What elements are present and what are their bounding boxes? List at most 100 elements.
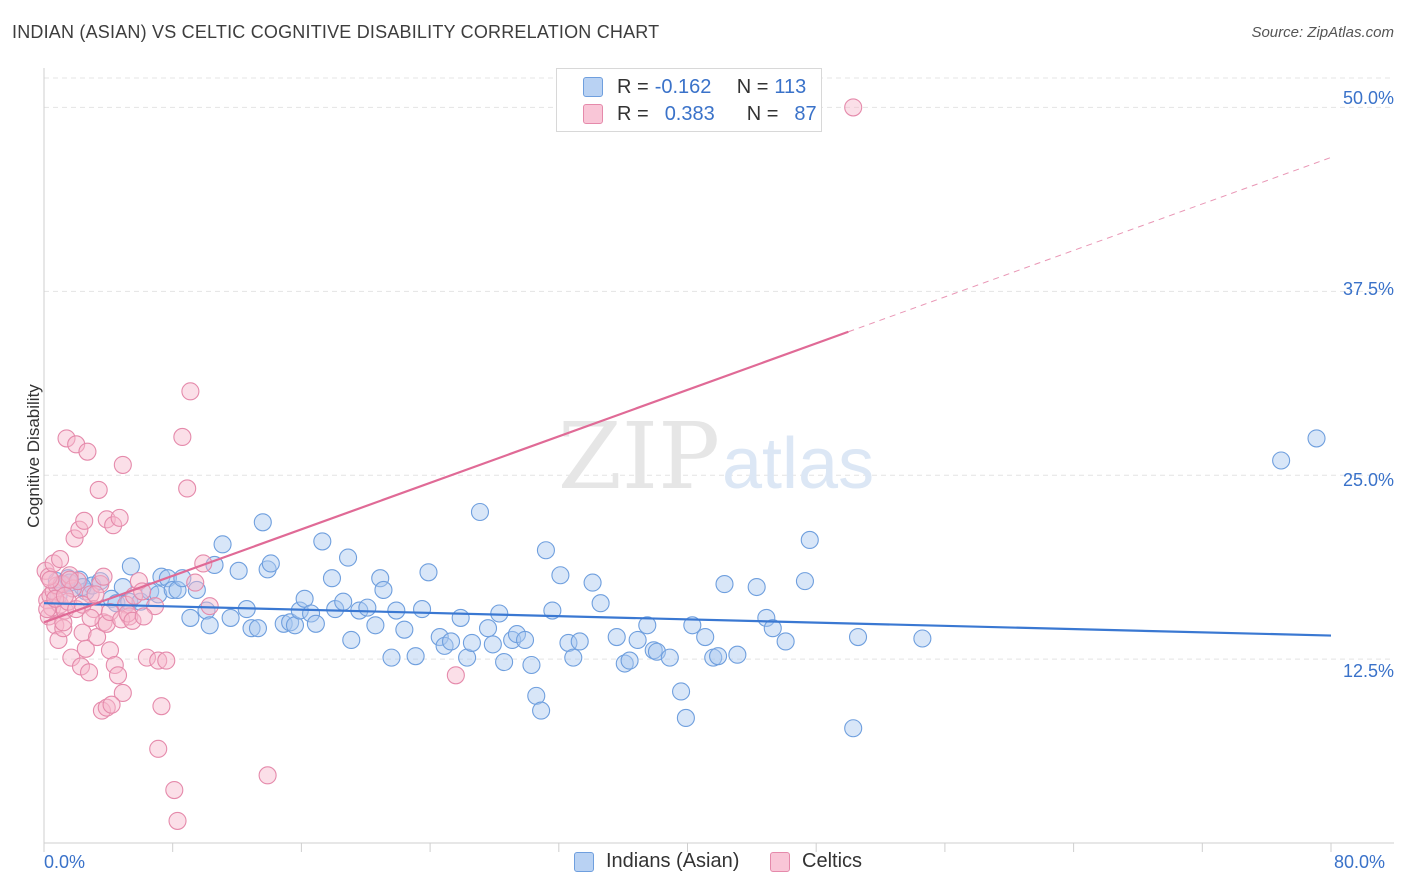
point-indians: [242, 619, 261, 638]
point-celtics: [181, 382, 200, 401]
point-celtics: [75, 511, 94, 530]
y-tick-label: 12.5%: [1342, 661, 1394, 681]
point-celtics: [49, 630, 68, 650]
point-indians: [676, 708, 695, 728]
point-indians: [342, 630, 361, 650]
y-tick-label: 50.0%: [1342, 88, 1394, 108]
point-celtics: [92, 701, 111, 720]
point-indians: [339, 548, 358, 567]
point-indians: [358, 598, 377, 617]
point-celtics: [102, 695, 121, 714]
point-celtics: [194, 554, 213, 573]
legend-row-celtics: R = 0.383 N = 87: [583, 101, 817, 127]
pink-swatch: [770, 851, 790, 872]
point-indians: [747, 577, 766, 597]
point-indians: [413, 600, 432, 619]
point-celtics: [105, 655, 124, 675]
point-indians: [660, 648, 679, 667]
point-indians: [181, 608, 200, 627]
point-indians: [495, 652, 514, 672]
point-celtics: [81, 608, 100, 627]
point-indians: [795, 572, 814, 591]
point-indians: [1307, 429, 1326, 448]
point-indians: [248, 619, 268, 638]
y-axis-label: Cognitive Disability: [24, 384, 43, 528]
point-indians: [258, 560, 277, 579]
legend-item-indians: Indians (Asian): [574, 850, 739, 873]
point-celtics: [110, 508, 129, 527]
point-celtics: [60, 570, 79, 589]
point-indians: [763, 619, 782, 638]
source-label: Source: ZipAtlas.com: [1251, 24, 1394, 41]
point-indians: [253, 513, 272, 532]
pink-swatch: [583, 104, 603, 124]
point-indians: [527, 686, 546, 705]
point-indians: [221, 608, 240, 627]
point-indians: [374, 580, 393, 600]
point-celtics: [78, 442, 97, 461]
point-indians: [107, 594, 126, 613]
point-indians: [163, 580, 182, 600]
point-indians: [121, 557, 140, 576]
point-indians: [913, 629, 932, 648]
point-celtics: [89, 480, 108, 499]
point-indians: [628, 630, 647, 650]
point-indians: [395, 620, 414, 639]
point-celtics: [55, 586, 74, 605]
point-celtics: [70, 520, 89, 539]
r-value: -0.162: [654, 75, 712, 98]
n-value: 113: [774, 75, 807, 98]
point-celtics: [137, 648, 157, 667]
point-celtics: [41, 570, 60, 589]
point-indians: [638, 616, 657, 635]
point-celtics: [844, 98, 863, 117]
point-indians: [229, 561, 248, 580]
point-indians: [483, 635, 502, 654]
point-celtics: [79, 663, 99, 682]
point-celtics: [446, 666, 465, 685]
point-indians: [313, 532, 332, 551]
point-celtics: [51, 550, 70, 569]
n-label: N =: [736, 75, 769, 98]
point-celtics: [157, 651, 176, 670]
point-indians: [213, 535, 232, 554]
trend-line-celtics: [43, 330, 849, 624]
r-label: R =: [617, 75, 649, 98]
r-label: R =: [617, 102, 649, 125]
point-indians: [583, 573, 602, 592]
point-celtics: [54, 613, 73, 632]
stats-legend: R = -0.162 N = 113 R = 0.383 N = 87: [556, 68, 822, 132]
point-celtics: [100, 602, 120, 622]
point-indians: [672, 682, 691, 701]
point-celtics: [54, 619, 73, 638]
point-indians: [570, 632, 589, 651]
point-indians: [848, 627, 868, 647]
point-celtics: [113, 683, 132, 702]
point-celtics: [108, 666, 128, 685]
point-indians: [607, 627, 626, 647]
x-tick-label: 0.0%: [44, 852, 86, 872]
point-celtics: [104, 516, 123, 535]
point-indians: [387, 601, 406, 620]
point-celtics: [94, 567, 113, 586]
point-celtics: [97, 698, 116, 717]
point-indians: [168, 580, 187, 600]
point-indians: [532, 701, 551, 720]
point-celtics: [123, 611, 142, 630]
point-indians: [709, 647, 728, 666]
point-indians: [406, 647, 425, 666]
point-indians: [200, 616, 219, 635]
point-celtics: [186, 573, 205, 592]
point-celtics: [165, 780, 184, 800]
point-indians: [536, 541, 555, 560]
point-indians: [419, 563, 438, 582]
point-indians: [844, 719, 863, 738]
y-tick-label: 25.0%: [1342, 470, 1394, 490]
point-celtics: [133, 582, 152, 601]
point-celtics: [113, 455, 132, 474]
point-celtics: [57, 429, 76, 448]
point-indians: [715, 575, 734, 594]
point-indians: [800, 530, 819, 549]
point-indians: [696, 627, 715, 647]
